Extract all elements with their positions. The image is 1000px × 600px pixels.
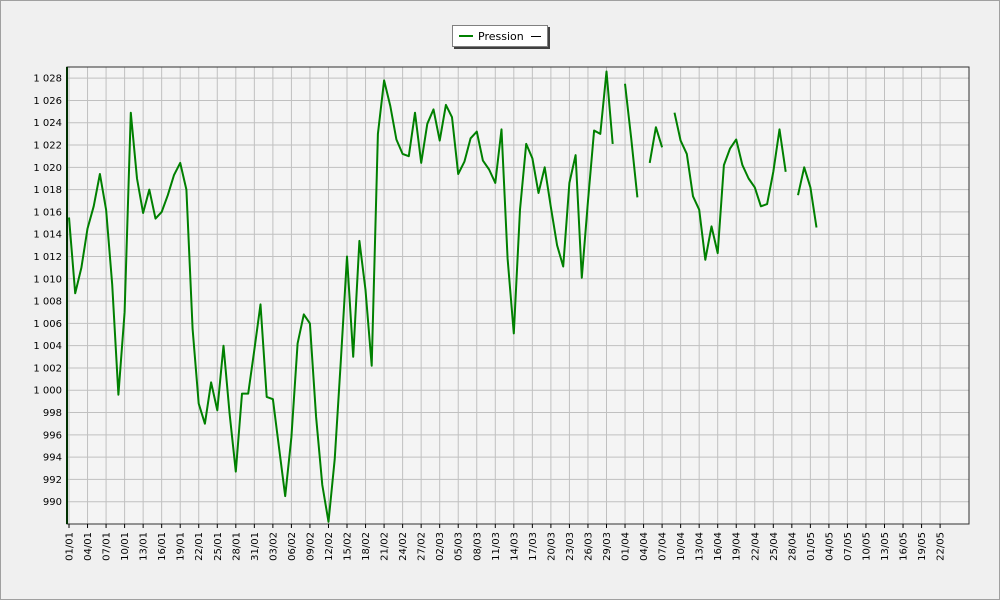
x-tick-label: 31/01 (250, 532, 261, 561)
x-tick-label: 28/04 (787, 532, 798, 561)
x-tick-label: 04/01 (83, 532, 94, 561)
x-tick-label: 13/01 (139, 532, 150, 561)
y-tick-label: 996 (43, 430, 62, 441)
series-pression (68, 70, 818, 523)
x-tick-label: 13/05 (880, 532, 891, 561)
x-tick-label: 28/01 (231, 532, 242, 561)
series-line-segment (68, 70, 614, 523)
y-axis-ticks: 990 992 994 996 998 1 000 1 002 1 004 1 006 1 008… (33, 74, 62, 509)
x-tick-label: 12/02 (324, 532, 335, 561)
y-tick-label: 1 028 (33, 74, 62, 85)
x-tick-label: 19/04 (732, 532, 743, 561)
y-tick-label: 1 002 (33, 363, 62, 374)
x-tick-label: 24/02 (398, 532, 409, 561)
x-tick-label: 02/03 (435, 532, 446, 561)
y-tick-label: 992 (43, 475, 62, 486)
series-line-segment (797, 166, 818, 228)
x-tick-label: 13/04 (695, 532, 706, 561)
y-tick-label: 1 000 (33, 386, 62, 397)
x-tick-label: 23/03 (565, 532, 576, 561)
x-tick-label: 16/04 (713, 532, 724, 561)
x-tick-label: 04/04 (639, 532, 650, 561)
x-tick-label: 05/03 (454, 532, 465, 561)
x-tick-label: 10/04 (676, 532, 687, 561)
x-tick-label: 14/03 (509, 532, 520, 561)
x-tick-label: 25/04 (769, 532, 780, 561)
x-tick-label: 17/03 (528, 532, 539, 561)
x-tick-label: 10/01 (120, 532, 131, 561)
x-tick-label: 19/05 (917, 532, 928, 561)
y-tick-label: 1 006 (33, 319, 62, 330)
y-tick-label: 1 016 (33, 207, 62, 218)
x-tick-label: 10/05 (861, 532, 872, 561)
x-tick-label: 16/01 (157, 532, 168, 561)
x-tick-label: 01/05 (806, 532, 817, 561)
x-tick-label: 08/03 (472, 532, 483, 561)
x-tick-label: 16/05 (899, 532, 910, 561)
x-tick-label: 15/02 (343, 532, 354, 561)
series-line-segment (673, 112, 787, 261)
x-tick-label: 18/02 (361, 532, 372, 561)
x-tick-label: 01/04 (621, 532, 632, 561)
y-tick-label: 1 008 (33, 297, 62, 308)
series-line-segment (648, 126, 664, 164)
x-tick-label: 19/01 (176, 532, 187, 561)
x-tick-label: 27/02 (417, 532, 428, 561)
x-tick-label: 07/04 (658, 532, 669, 561)
x-tick-label: 22/01 (194, 532, 205, 561)
y-tick-label: 994 (43, 453, 62, 464)
grid-lines (67, 67, 969, 524)
y-tick-label: 1 018 (33, 185, 62, 196)
y-tick-label: 1 022 (33, 141, 62, 152)
y-tick-label: 1 014 (33, 230, 62, 241)
series-line-segment (624, 83, 639, 198)
x-tick-label: 03/02 (268, 532, 279, 561)
legend-dash (530, 35, 541, 37)
y-tick-label: 990 (43, 497, 62, 508)
x-tick-label: 29/03 (602, 532, 613, 561)
x-tick-label: 07/01 (102, 532, 113, 561)
x-tick-label: 06/02 (287, 532, 298, 561)
x-tick-label: 04/05 (824, 532, 835, 561)
x-tick-label: 09/02 (305, 532, 316, 561)
plot-area (67, 67, 969, 524)
y-tick-label: 1 004 (33, 341, 62, 352)
y-tick-label: 998 (43, 408, 62, 419)
x-axis-ticks: 01/01 04/01 07/01 10/01 13/01 16/01 19/01 22/01… (65, 524, 947, 561)
y-tick-label: 1 020 (33, 163, 62, 174)
x-tick-label: 26/03 (583, 532, 594, 561)
x-tick-label: 22/05 (936, 532, 947, 561)
legend-label-pression: Pression (478, 29, 524, 43)
x-tick-label: 22/04 (750, 532, 761, 561)
x-tick-label: 07/05 (843, 532, 854, 561)
x-tick-label: 01/01 (65, 532, 76, 561)
y-tick-label: 1 024 (33, 118, 62, 129)
x-tick-label: 25/01 (213, 532, 224, 561)
x-tick-label: 21/02 (380, 532, 391, 561)
legend: Pression (452, 25, 548, 47)
x-tick-label: 11/03 (491, 532, 502, 561)
legend-swatch-pression (459, 35, 473, 37)
y-tick-label: 1 012 (33, 252, 62, 263)
y-tick-label: 1 010 (33, 274, 62, 285)
x-tick-label: 20/03 (546, 532, 557, 561)
y-tick-label: 1 026 (33, 96, 62, 107)
